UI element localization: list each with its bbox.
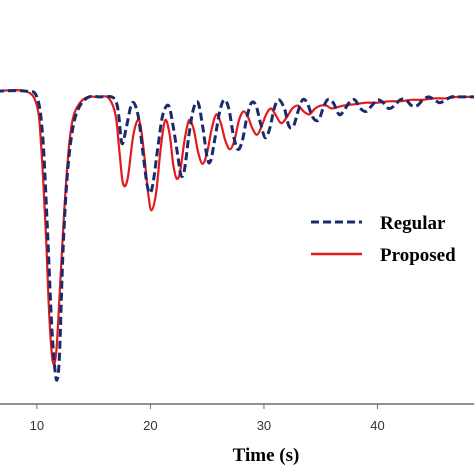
plot-area: [0, 88, 474, 382]
series-line-proposed: [0, 88, 474, 366]
x-tick-label: 20: [143, 418, 157, 433]
legend: Regular Proposed: [311, 213, 456, 266]
x-axis-ticks: 10 20 30 40: [30, 404, 385, 433]
series-line-regular: [0, 89, 474, 382]
x-tick-label: 10: [30, 418, 44, 433]
legend-label-regular: Regular: [380, 213, 446, 234]
x-axis-title: Time (s): [233, 445, 300, 466]
legend-label-proposed: Proposed: [380, 245, 456, 266]
x-tick-label: 30: [257, 418, 271, 433]
x-tick-label: 40: [370, 418, 384, 433]
